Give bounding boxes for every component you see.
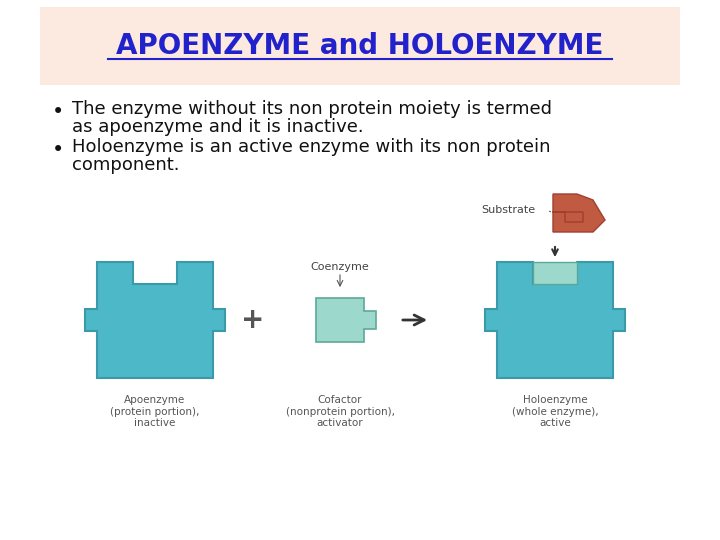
Bar bbox=[40, 7, 680, 85]
Text: Substrate: Substrate bbox=[481, 205, 535, 215]
Text: Apoenzyme
(protein portion),
inactive: Apoenzyme (protein portion), inactive bbox=[110, 395, 199, 428]
Text: •: • bbox=[52, 140, 64, 160]
Polygon shape bbox=[553, 194, 605, 232]
Text: APOENZYME and HOLOENZYME: APOENZYME and HOLOENZYME bbox=[117, 32, 603, 60]
Polygon shape bbox=[316, 298, 376, 342]
Text: Cofactor
(nonprotein portion),
activator: Cofactor (nonprotein portion), activator bbox=[286, 395, 395, 428]
Polygon shape bbox=[85, 262, 225, 378]
Text: Coenzyme: Coenzyme bbox=[310, 262, 369, 272]
Polygon shape bbox=[485, 262, 625, 378]
Text: +: + bbox=[241, 306, 265, 334]
Text: •: • bbox=[52, 102, 64, 122]
Text: The enzyme without its non protein moiety is termed: The enzyme without its non protein moiet… bbox=[72, 100, 552, 118]
Text: as apoenzyme and it is inactive.: as apoenzyme and it is inactive. bbox=[72, 118, 364, 136]
Text: component.: component. bbox=[72, 156, 179, 174]
Text: Holoenzyme is an active enzyme with its non protein: Holoenzyme is an active enzyme with its … bbox=[72, 138, 551, 156]
Polygon shape bbox=[533, 262, 577, 284]
Text: Holoenzyme
(whole enzyme),
active: Holoenzyme (whole enzyme), active bbox=[512, 395, 598, 428]
